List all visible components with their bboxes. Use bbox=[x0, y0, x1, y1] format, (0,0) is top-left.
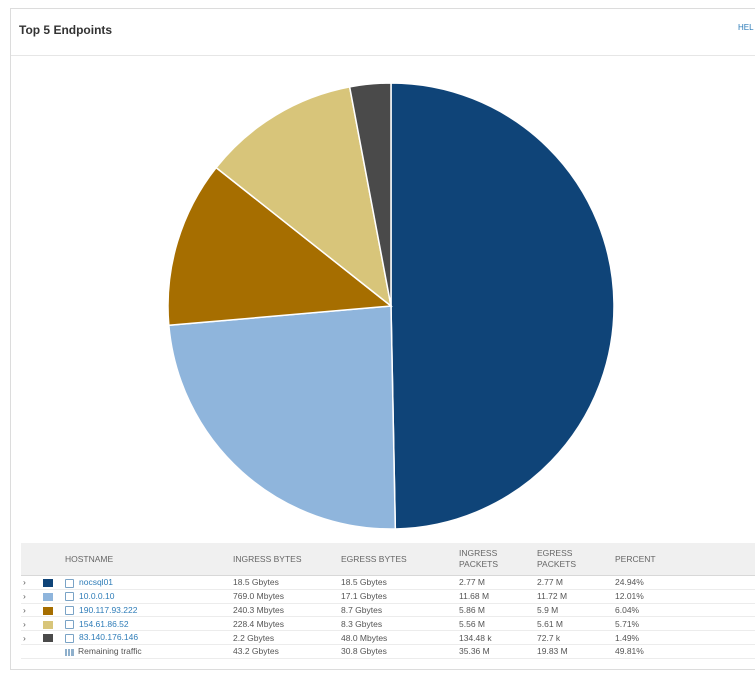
expand-icon[interactable]: › bbox=[21, 630, 39, 645]
percent-cell: 6.04% bbox=[611, 603, 755, 618]
expand-icon[interactable]: › bbox=[21, 575, 39, 590]
pie-slice-190-117-93-222[interactable] bbox=[167, 166, 393, 327]
table-row[interactable]: › 190.117.93.222 240.3 Mbytes 8.7 Gbytes… bbox=[21, 603, 755, 618]
bar-chart-icon bbox=[65, 648, 74, 656]
ingress-packets-cell: 5.86 M bbox=[455, 603, 533, 618]
expander-column-header bbox=[21, 543, 39, 576]
host-icon bbox=[65, 633, 74, 643]
pie-slice-10-0-0-10[interactable] bbox=[168, 305, 397, 530]
hostname-column-header[interactable]: HOSTNAME bbox=[61, 543, 229, 576]
table-row[interactable]: › 83.140.176.146 2.2 Gbytes 48.0 Mbytes … bbox=[21, 630, 755, 645]
egress-packets-cell: 5.61 M bbox=[533, 616, 611, 632]
ingress-bytes-cell: 769.0 Mbytes bbox=[229, 589, 337, 604]
egress-bytes-cell: 8.7 Gbytes bbox=[337, 603, 455, 618]
remaining-traffic-row: Remaining traffic 43.2 Gbytes 30.8 Gbyte… bbox=[21, 644, 755, 659]
egress-packets-cell: 5.9 M bbox=[533, 603, 611, 618]
table-row[interactable]: › nocsql01 18.5 Gbytes 18.5 Gbytes 2.77 … bbox=[21, 575, 755, 590]
table-row[interactable]: › 154.61.86.52 228.4 Mbytes 8.3 Gbytes 5… bbox=[21, 616, 755, 632]
hostname-link[interactable]: 190.117.93.222 bbox=[79, 604, 138, 615]
hostname-link[interactable]: nocsql01 bbox=[79, 577, 114, 588]
percent-column-header[interactable]: PERCENT bbox=[611, 543, 755, 576]
panel-header: Top 5 Endpoints HEL bbox=[11, 9, 755, 56]
color-swatch bbox=[43, 606, 53, 615]
egress-bytes-cell: 48.0 Mbytes bbox=[337, 630, 455, 645]
color-swatch bbox=[43, 634, 53, 643]
expand-icon[interactable]: › bbox=[21, 589, 39, 604]
ingress-bytes-cell: 240.3 Mbytes bbox=[229, 603, 337, 618]
pie-slice-154-61-86-52[interactable] bbox=[215, 85, 393, 308]
endpoints-pie-chart bbox=[167, 82, 615, 530]
egress-packets-cell: 11.72 M bbox=[533, 589, 611, 604]
egress-bytes-cell: 17.1 Gbytes bbox=[337, 589, 455, 604]
host-icon bbox=[65, 606, 74, 616]
expand-icon[interactable]: › bbox=[21, 616, 39, 632]
endpoints-table: HOSTNAME INGRESS BYTES EGRESS BYTES INGR… bbox=[21, 543, 755, 659]
host-icon bbox=[65, 619, 74, 629]
help-link[interactable]: HEL bbox=[738, 23, 754, 32]
egress-bytes-cell: 8.3 Gbytes bbox=[337, 616, 455, 632]
percent-cell: 49.81% bbox=[611, 644, 755, 659]
ingress-bytes-cell: 228.4 Mbytes bbox=[229, 616, 337, 632]
top-endpoints-panel: Top 5 Endpoints HEL HOSTNAME INGRESS BYT… bbox=[10, 8, 755, 670]
color-column-header bbox=[39, 543, 61, 576]
percent-cell: 5.71% bbox=[611, 616, 755, 632]
ingress-packets-cell: 35.36 M bbox=[455, 644, 533, 659]
hostname-link[interactable]: 83.140.176.146 bbox=[79, 632, 139, 643]
ingress-bytes-cell: 2.2 Gbytes bbox=[229, 630, 337, 645]
egress-packets-column-header[interactable]: EGRESS PACKETS bbox=[533, 543, 611, 576]
ingress-bytes-cell: 43.2 Gbytes bbox=[229, 644, 337, 659]
pie-slice-83-140-176-146[interactable] bbox=[348, 82, 392, 307]
color-swatch bbox=[43, 579, 53, 588]
panel-title: Top 5 Endpoints bbox=[19, 23, 113, 37]
ingress-packets-column-header[interactable]: INGRESS PACKETS bbox=[455, 543, 533, 576]
color-swatch bbox=[43, 592, 53, 601]
table-header-row: HOSTNAME INGRESS BYTES EGRESS BYTES INGR… bbox=[21, 543, 755, 576]
table-row[interactable]: › 10.0.0.10 769.0 Mbytes 17.1 Gbytes 11.… bbox=[21, 589, 755, 604]
ingress-packets-cell: 11.68 M bbox=[455, 589, 533, 604]
color-swatch bbox=[43, 620, 53, 629]
ingress-packets-cell: 2.77 M bbox=[455, 575, 533, 590]
ingress-bytes-column-header[interactable]: INGRESS BYTES bbox=[229, 543, 337, 576]
percent-cell: 24.94% bbox=[611, 575, 755, 590]
egress-bytes-column-header[interactable]: EGRESS BYTES bbox=[337, 543, 455, 576]
egress-bytes-cell: 30.8 Gbytes bbox=[337, 644, 455, 659]
ingress-bytes-cell: 18.5 Gbytes bbox=[229, 575, 337, 590]
host-icon bbox=[65, 578, 74, 588]
egress-packets-cell: 19.83 M bbox=[533, 644, 611, 659]
expand-icon[interactable]: › bbox=[21, 603, 39, 618]
remaining-traffic-label: Remaining traffic bbox=[78, 646, 142, 657]
egress-packets-cell: 2.77 M bbox=[533, 575, 611, 590]
egress-bytes-cell: 18.5 Gbytes bbox=[337, 575, 455, 590]
hostname-link[interactable]: 154.61.86.52 bbox=[79, 618, 129, 629]
percent-cell: 1.49% bbox=[611, 630, 755, 645]
host-icon bbox=[65, 592, 74, 602]
egress-packets-cell: 72.7 k bbox=[533, 630, 611, 645]
pie-slice-nocsql01[interactable] bbox=[390, 82, 615, 530]
hostname-link[interactable]: 10.0.0.10 bbox=[79, 591, 115, 602]
ingress-packets-cell: 134.48 k bbox=[455, 630, 533, 645]
ingress-packets-cell: 5.56 M bbox=[455, 616, 533, 632]
percent-cell: 12.01% bbox=[611, 589, 755, 604]
